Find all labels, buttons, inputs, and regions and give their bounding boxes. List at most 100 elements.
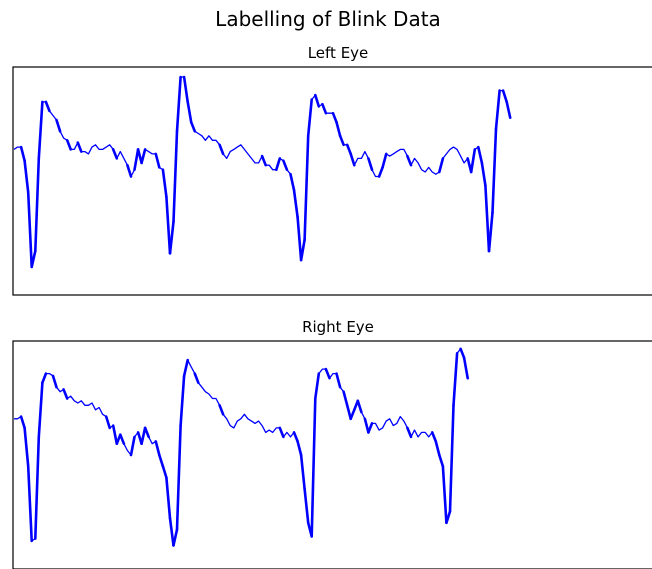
left-eye-blink-segment xyxy=(65,139,72,151)
right-eye-blink-segment xyxy=(154,440,161,457)
left-eye-blink-segment xyxy=(33,157,41,253)
right-eye-blink-segment xyxy=(462,356,470,380)
left-eye-blink-segment xyxy=(189,120,197,133)
right-eye-blink-segment xyxy=(313,372,321,400)
left-eye-blink-segment xyxy=(182,75,189,104)
right-eye-blink-segment xyxy=(175,424,182,531)
right-eye-blink-segment xyxy=(165,476,172,520)
right-eye-blink-segment xyxy=(441,464,448,525)
left-eye-blink-segment xyxy=(126,163,133,178)
right-eye-blink-segment xyxy=(33,435,41,540)
right-eye-blink-segment xyxy=(26,464,34,543)
left-eye-blink-segment xyxy=(26,191,34,269)
right-eye-blink-segment xyxy=(406,426,413,439)
left-eye-blink-segment xyxy=(299,238,306,262)
right-eye-blink-segment xyxy=(437,453,445,468)
left-eye-blink-segment xyxy=(282,159,289,171)
left-eye-blink-segment xyxy=(476,145,484,165)
left-eye-blink-segment xyxy=(289,172,296,192)
right-eye-blink-segment xyxy=(367,422,374,434)
left-eye-blink-segment xyxy=(19,145,26,162)
left-eye-blink-segment xyxy=(306,98,314,138)
left-eye-blink-segment xyxy=(487,211,494,253)
left-eye-blink-segment xyxy=(76,141,83,153)
right-eye-blink-segment xyxy=(37,381,44,439)
right-eye-blink-segment xyxy=(342,390,349,407)
right-eye-blink-segment xyxy=(434,440,441,457)
right-eye-blink-segment xyxy=(179,374,186,427)
right-eye-blink-segment xyxy=(168,516,175,547)
right-eye-series-layer xyxy=(14,347,470,547)
left-eye-plot-frame xyxy=(12,66,652,296)
left-eye-blink-segment xyxy=(501,89,509,104)
right-eye-blink-segment xyxy=(41,372,48,385)
right-eye-series-line xyxy=(14,348,469,547)
right-eye-blink-segment xyxy=(182,358,189,378)
left-eye-blink-segment xyxy=(168,220,175,255)
left-eye-blink-segment xyxy=(377,166,384,178)
right-eye-blink-segment xyxy=(445,510,452,525)
figure-title: Labelling of Blink Data xyxy=(215,7,441,31)
left-eye-blink-segment xyxy=(30,249,37,269)
right-eye-blink-segment xyxy=(172,528,179,547)
right-eye-plot-frame xyxy=(12,340,652,569)
left-eye-blink-segment xyxy=(494,89,501,131)
right-eye-blink-segment xyxy=(140,426,147,446)
right-eye-blink-segment xyxy=(356,399,363,414)
left-eye-blink-segment xyxy=(133,148,140,171)
right-eye-blink-segment xyxy=(349,408,356,421)
right-eye-blink-segment xyxy=(430,431,438,443)
left-eye-blink-segment xyxy=(381,152,388,169)
left-eye-blink-segment xyxy=(345,143,353,156)
left-eye-blink-segment xyxy=(44,100,51,113)
left-eye-blink-segment xyxy=(260,154,268,167)
right-eye-blink-segment xyxy=(324,367,331,380)
left-eye-blink-segment xyxy=(480,161,487,187)
left-eye-blink-segment xyxy=(296,215,303,262)
right-eye-blink-segment xyxy=(363,417,370,434)
right-eye-blink-segment xyxy=(158,453,165,468)
right-eye-blink-segment xyxy=(299,453,306,491)
left-eye-blink-segment xyxy=(140,148,147,165)
left-eye-blink-segment xyxy=(469,148,477,174)
left-eye-blink-segment xyxy=(367,157,374,171)
left-eye-chart-title: Left Eye xyxy=(308,44,369,62)
right-eye-blink-segment xyxy=(119,433,126,446)
left-eye-blink-segment xyxy=(55,118,62,133)
left-eye-blink-segment xyxy=(491,127,498,214)
right-eye-blink-segment xyxy=(62,388,69,400)
left-eye-blink-segment xyxy=(335,120,342,138)
right-eye-blink-segment xyxy=(19,415,26,430)
right-eye-blink-segment xyxy=(345,403,353,421)
right-eye-blink-segment xyxy=(310,397,317,538)
left-eye-blink-segment xyxy=(175,75,182,133)
left-eye-blink-segment xyxy=(349,152,356,167)
left-eye-blink-segment xyxy=(484,184,491,253)
right-eye-chart: Right Eye xyxy=(12,318,652,569)
left-eye-blink-segment xyxy=(111,148,119,160)
left-eye-blink-segment xyxy=(161,168,168,199)
left-eye-blink-segment xyxy=(321,102,328,115)
left-eye-blink-segment xyxy=(172,130,179,223)
left-eye-blink-segment xyxy=(313,93,321,108)
left-eye-blink-segment xyxy=(437,157,445,174)
right-eye-blink-segment xyxy=(459,347,466,360)
right-eye-blink-segment xyxy=(161,464,168,479)
right-eye-blink-segment xyxy=(129,435,136,457)
right-eye-blink-segment xyxy=(303,487,310,525)
left-eye-blink-segment xyxy=(37,100,44,160)
left-eye-blink-segment xyxy=(154,152,161,169)
left-eye-blink-segment xyxy=(303,134,310,242)
right-eye-blink-segment xyxy=(335,372,342,389)
right-eye-blink-segment xyxy=(23,426,30,468)
right-eye-blink-segment xyxy=(448,403,455,513)
left-eye-blink-segment xyxy=(505,100,512,119)
right-eye-blink-segment xyxy=(111,424,119,446)
right-eye-blink-segment xyxy=(278,426,285,439)
left-eye-blink-segment xyxy=(23,159,30,194)
left-eye-blink-segment xyxy=(338,134,345,147)
left-eye-blink-segment xyxy=(165,195,172,255)
right-eye-blink-segment xyxy=(296,440,303,457)
right-eye-blink-segment xyxy=(218,403,225,416)
left-eye-blink-segment xyxy=(292,188,299,219)
